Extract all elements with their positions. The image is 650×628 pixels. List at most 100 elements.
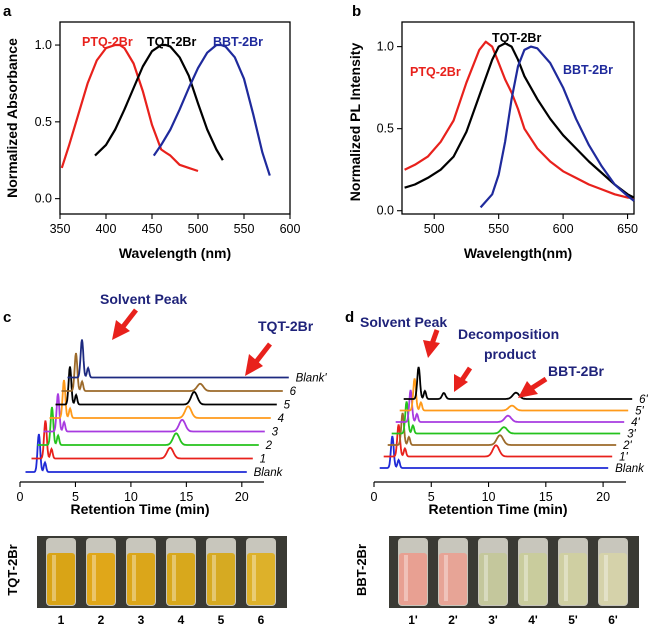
- panel-b-series: [404, 40, 635, 209]
- solvent-peak-label-c: Solvent Peak: [100, 291, 187, 307]
- a-series-line-ptq-2br: [60, 43, 199, 173]
- vial-solution-d-4: [519, 553, 547, 605]
- vial-solution-d-6: [599, 553, 627, 605]
- compound-peak-arrow-d: [518, 376, 548, 398]
- photo-background-c: [37, 536, 287, 608]
- panel-d-ticks: 0 5 10 15 20: [371, 482, 610, 504]
- solvent-peak-arrow-d: [423, 329, 440, 358]
- series-label-bbt-2br-b: BBT-2Br: [563, 63, 613, 77]
- c-trace-label-5: 5: [284, 400, 291, 412]
- vial-label-d-1: 1': [408, 613, 418, 627]
- c-trace-5: [55, 366, 277, 406]
- a-ytick-label: 0.0: [35, 192, 52, 206]
- panel-b-plot-frame: [401, 21, 635, 215]
- c-trace-4: [49, 379, 271, 419]
- vial-label-c-3: 3: [138, 613, 145, 627]
- d-trace-4: [395, 389, 625, 423]
- vials-photo-bbt-2br: BBT-2Br 1' 2' 3' 4' 5' 6': [354, 536, 639, 627]
- d-trace-label-6: 6': [639, 394, 648, 406]
- photo-c-vials: [46, 538, 276, 606]
- d-trace-label-3: 3': [627, 429, 636, 441]
- c-trace-label-3: 3: [272, 427, 279, 439]
- c-trace-label-blank: Blank: [254, 467, 284, 479]
- panel-c-series: [25, 339, 289, 473]
- panel-letter-b: b: [352, 3, 361, 20]
- panel-b-xlabel: Wavelength(nm): [464, 245, 572, 261]
- panel-c-ticks: 0 5 10 15 20: [17, 482, 249, 504]
- b-ytick-label: 1.0: [377, 40, 394, 54]
- vial-solution-c-4: [167, 553, 195, 605]
- decomposition-label-line2: product: [484, 346, 536, 362]
- vial-label-d-2: 2': [448, 613, 458, 627]
- vial-highlight-d-3: [484, 555, 488, 601]
- d-trace-1: [383, 424, 613, 458]
- vial-highlight-d-1: [404, 555, 408, 601]
- c-xtick-label: 20: [235, 490, 249, 504]
- compound-label-c: TQT-2Br: [258, 318, 314, 334]
- b-ytick-label: 0.5: [377, 122, 394, 136]
- panel-b-ticks: 500 550 600 650 0.0 0.5 1.0: [377, 40, 638, 236]
- a-xtick-label: 400: [96, 222, 117, 236]
- b-series-line-tqt-2br: [404, 42, 635, 199]
- d-xtick-label: 5: [428, 490, 435, 504]
- vial-label-d-4: 4': [528, 613, 538, 627]
- decomposition-label-line1: Decomposition: [458, 326, 559, 342]
- a-series-line-tqt-2br: [94, 43, 224, 161]
- panel-a-plot-frame: [59, 21, 291, 215]
- compound-peak-arrow-c: [245, 342, 272, 376]
- c-xtick-label: 0: [17, 490, 24, 504]
- vial-solution-d-5: [559, 553, 587, 605]
- vial-label-c-5: 5: [218, 613, 225, 627]
- series-label-tqt-2br-b: TQT-2Br: [492, 31, 541, 45]
- c-trace-blank: [25, 433, 247, 473]
- a-xtick-label: 450: [142, 222, 163, 236]
- c-xtick-label: 5: [72, 490, 79, 504]
- b-xtick-label: 550: [488, 222, 509, 236]
- a-xtick-label: 550: [234, 222, 255, 236]
- d-trace-label-2: 2': [622, 440, 632, 452]
- decomposition-arrow-d: [454, 366, 473, 392]
- vial-label-c-6: 6: [258, 613, 265, 627]
- a-ytick-label: 0.5: [35, 115, 52, 129]
- vial-solution-c-1: [47, 553, 75, 605]
- a-xtick-label: 500: [188, 222, 209, 236]
- panel-c-xlabel: Retention Time (min): [71, 501, 210, 517]
- vial-label-c-1: 1: [58, 613, 65, 627]
- c-trace-label-blank: Blank': [296, 373, 328, 385]
- vial-label-c-4: 4: [178, 613, 185, 627]
- panel-letter-d: d: [345, 309, 354, 326]
- photo-c-vial-labels: 1 2 3 4 5 6: [58, 613, 265, 627]
- a-xtick-label: 600: [280, 222, 301, 236]
- c-trace-label-2: 2: [265, 440, 273, 452]
- vial-solution-c-6: [247, 553, 275, 605]
- c-xtick-label: 15: [179, 490, 193, 504]
- vial-highlight-d-2: [444, 555, 448, 601]
- panel-letter-a: a: [3, 3, 12, 20]
- panel-a-ylabel: Normalized Absorbance: [4, 38, 20, 198]
- b-ytick-label: 0.0: [377, 204, 394, 218]
- b-series-line-bbt-2br: [479, 45, 635, 209]
- photo-label-c: TQT-2Br: [5, 544, 20, 595]
- panel-letter-c: c: [3, 309, 11, 326]
- a-series-line-bbt-2br: [152, 43, 271, 176]
- vial-highlight-d-5: [564, 555, 568, 601]
- panel-d-series: [379, 366, 633, 469]
- photo-background-d: [389, 536, 639, 608]
- vial-highlight-c-1: [52, 555, 56, 601]
- vial-solution-d-3: [479, 553, 507, 605]
- panel-b-ylabel: Normalized PL Intensity: [347, 43, 363, 202]
- vial-highlight-d-4: [524, 555, 528, 601]
- vial-highlight-c-6: [252, 555, 256, 601]
- series-label-tqt-2br: TQT-2Br: [147, 35, 196, 49]
- panel-a-ticks: 350 400 450 500 550 600 0.0 0.5 1.0: [35, 38, 301, 236]
- photo-label-d: BBT-2Br: [354, 544, 369, 596]
- a-ytick-label: 1.0: [35, 38, 52, 52]
- b-series-line-ptq-2br: [404, 40, 634, 199]
- d-trace-label-1: 1': [619, 452, 628, 464]
- vial-label-d-5: 5': [568, 613, 578, 627]
- c-trace-label-4: 4: [278, 413, 284, 425]
- c-xtick-label: 10: [124, 490, 138, 504]
